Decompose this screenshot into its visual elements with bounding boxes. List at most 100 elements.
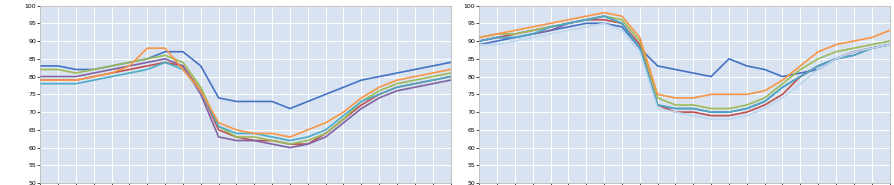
P05 [688,107,699,110]
P04 [635,47,645,49]
P04 [89,72,99,74]
P07 [581,26,592,28]
P04 [741,107,752,110]
P03 [124,61,135,63]
P03 [617,19,628,21]
P03 [427,75,438,78]
P03 [545,26,556,28]
P01 [545,29,556,31]
P02 [884,43,894,46]
P02 [599,19,610,21]
P06 [813,51,823,53]
P07 [795,83,805,85]
P03 [196,86,207,88]
P05 [302,136,313,138]
P07 [474,43,485,46]
P03 [266,139,277,142]
P06 [160,47,171,49]
P07 [831,58,841,60]
P04 [214,136,224,138]
P05 [635,47,645,49]
P02 [53,79,63,81]
P03 [527,29,538,31]
P02 [670,111,681,113]
P02 [759,104,770,106]
P03 [338,118,349,120]
P05 [723,111,734,113]
P05 [249,132,259,134]
P01 [599,22,610,24]
P04 [124,65,135,67]
P04 [142,61,153,63]
P02 [35,79,46,81]
P06 [599,11,610,14]
P02 [688,111,699,113]
P07 [848,51,859,53]
Line: P06: P06 [40,48,451,137]
P07 [492,43,502,46]
P04 [510,36,520,39]
P06 [374,86,384,88]
P04 [617,22,628,24]
P01 [688,72,699,74]
P03 [35,68,46,71]
P02 [160,61,171,63]
P06 [409,75,420,78]
P03 [106,65,117,67]
P03 [723,107,734,110]
P05 [653,104,663,106]
P06 [53,79,63,81]
Line: P02: P02 [479,20,890,116]
P06 [759,90,770,92]
P03 [320,132,331,134]
P04 [884,43,894,46]
P01 [89,68,99,71]
P07 [813,68,823,71]
P02 [831,58,841,60]
Line: P05: P05 [40,62,451,141]
P07 [741,115,752,117]
P06 [338,111,349,113]
P01 [320,93,331,95]
P01 [795,72,805,74]
P05 [214,125,224,127]
P03 [214,125,224,127]
P06 [266,132,277,134]
P03 [178,61,189,63]
P04 [474,40,485,42]
P04 [160,58,171,60]
P05 [71,83,81,85]
Line: P02: P02 [40,62,451,144]
Line: P01: P01 [40,52,451,109]
P02 [124,68,135,71]
P01 [231,100,241,102]
P02 [249,139,259,142]
P05 [124,72,135,74]
P01 [884,43,894,46]
P03 [392,83,402,85]
P02 [302,143,313,145]
Line: P01: P01 [479,23,890,77]
P02 [106,72,117,74]
P01 [741,65,752,67]
P05 [813,65,823,67]
P06 [231,129,241,131]
P06 [563,19,574,21]
P01 [106,65,117,67]
P05 [445,75,456,78]
P03 [160,54,171,56]
P02 [142,65,153,67]
Line: P03: P03 [40,55,451,144]
Line: P07: P07 [479,23,890,119]
P03 [848,47,859,49]
P03 [741,104,752,106]
P04 [196,93,207,95]
Line: P05: P05 [479,16,890,112]
P03 [445,72,456,74]
P01 [142,58,153,60]
P02 [474,40,485,42]
P05 [705,111,716,113]
P05 [392,86,402,88]
P04 [759,100,770,102]
P05 [338,115,349,117]
